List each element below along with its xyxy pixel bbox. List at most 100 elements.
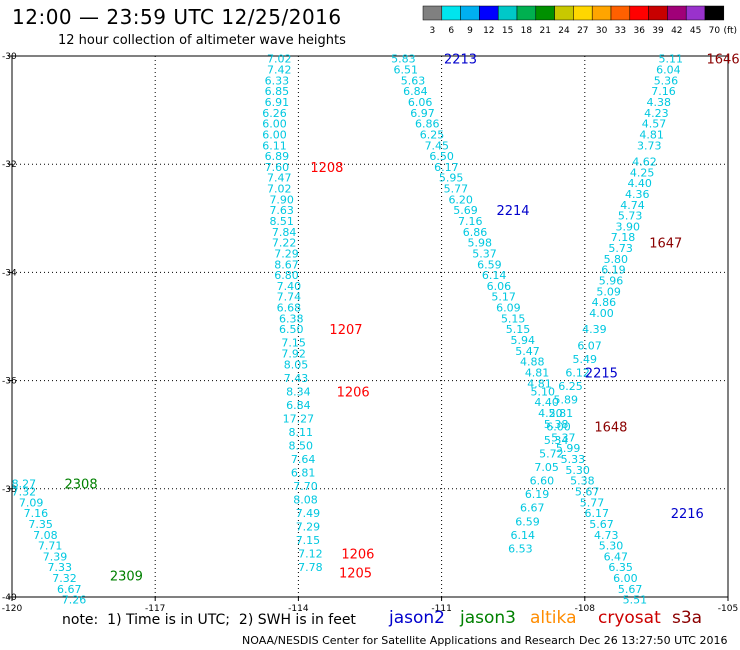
swh-value-point: 6.53 [508,542,533,555]
swh-value-point: 8.08 [293,494,318,507]
swh-value-point: 5.37 [551,431,576,444]
color-tick-label: 36 [633,26,645,36]
y-tick-label: -40 [2,593,17,603]
color-tick-label: 33 [615,26,626,36]
swh-value-point: 6.19 [525,488,550,501]
chart-subtitle: 12 hour collection of altimeter wave hei… [58,33,346,48]
pass-time-label: 1648 [594,421,627,436]
swh-value-point: 7.12 [298,548,323,561]
swh-value-point: 6.12 [565,366,590,379]
swh-value-point: 6.14 [482,269,507,282]
swh-value-point: 7.63 [269,204,294,217]
swh-value-point: 6.59 [477,258,502,271]
swh-value-point: 6.17 [584,507,609,520]
color-tick-label: 27 [577,26,588,36]
swh-value-point: 3.90 [616,220,641,233]
swh-value-point: 5.63 [401,74,426,87]
swh-value-point: 6.11 [262,139,287,152]
swh-value-point: 5.83 [391,53,416,66]
swh-value-point: 8.50 [289,440,314,453]
x-tick-label: -108 [575,604,596,614]
swh-value-point: 7.29 [296,521,321,534]
swh-value-point: 7.45 [425,139,450,152]
pass-time-label: 2308 [65,477,98,492]
swh-value-point: 7.35 [28,518,53,531]
swh-value-point: 7.90 [269,193,294,206]
swh-value-point: 7.02 [267,183,292,196]
swh-value-point: 6.06 [487,280,512,293]
swh-value-point: 5.94 [510,334,535,347]
pass-time-label: 2216 [671,507,704,522]
color-swatch [610,5,631,21]
pass-time-label: 2214 [496,204,529,219]
swh-value-point: 4.62 [632,155,657,168]
swh-value-point: 6.60 [530,475,555,488]
swh-value-point: 5.81 [549,407,574,420]
swh-value-point: 5.09 [596,285,621,298]
swh-value-point: 7.32 [12,486,37,499]
swh-value-point: 5.89 [553,394,578,407]
swh-value-point: 6.59 [515,515,540,528]
color-swatch [685,5,706,21]
swh-value-point: 6.50 [429,150,454,163]
swh-value-point: 4.38 [647,96,672,109]
swh-value-point: 6.07 [577,339,602,352]
swh-value-point: 4.00 [589,307,614,320]
swh-value-point: 5.38 [544,418,569,431]
swh-value-point: 7.16 [24,507,49,520]
swh-value-point: 4.81 [639,128,664,141]
y-tick-label: -38 [2,485,17,495]
credit-text: NOAA/NESDIS Center for Satellite Applica… [242,634,576,647]
swh-value-point: 4.74 [620,199,645,212]
swh-value-point: 5.11 [658,53,683,66]
color-swatch [479,5,499,21]
swh-value-point: 6.84 [286,399,311,412]
swh-value-point: 8.05 [284,358,309,371]
swh-value-point: 7.43 [284,372,309,385]
swh-value-point: 6.80 [274,269,299,282]
color-tick-label: 39 [652,26,664,36]
swh-value-point: 6.35 [608,561,633,574]
swh-value-point: 5.33 [561,453,586,466]
swh-value-point: 5.30 [565,464,590,477]
pass-time-label: 2309 [110,569,143,584]
swh-value-point: 6.38 [279,312,304,325]
color-swatch [441,5,461,21]
swh-value-point: 6.97 [410,107,435,120]
swh-value-point: 7.16 [651,85,676,98]
swh-value-point: 7.32 [52,572,77,585]
color-swatch [573,5,593,21]
color-tick-label: 70 [709,26,721,36]
color-tick-label: 15 [502,26,513,36]
swh-value-point: 7.47 [267,172,292,185]
pass-time-label: 1206 [337,385,370,400]
swh-value-point: 7.15 [296,534,321,547]
swh-value-point: 5.51 [623,594,648,607]
swh-value-point: 7.40 [277,280,302,293]
legend-jason2: jason2 [389,608,445,628]
swh-value-point: 7.29 [274,247,299,260]
y-tick-label: -34 [2,268,17,278]
pass-time-label: 1205 [339,567,372,582]
swh-value-point: 4.40 [627,177,652,190]
swh-value-point: 5.34 [544,434,569,447]
color-swatch [535,5,555,21]
swh-value-point: 4.40 [534,396,559,409]
color-swatch [667,5,687,21]
swh-value-point: 6.25 [558,380,583,393]
swh-value-point: 5.36 [654,74,679,87]
x-tick-label: -117 [145,604,165,614]
swh-value-point: 6.19 [601,264,626,277]
swh-value-point: 17.27 [283,412,315,425]
swh-value-point: 5.67 [575,486,600,499]
swh-value-point: 7.74 [277,291,302,304]
legend-jason3: jason3 [460,608,516,628]
swh-value-point: 8.67 [274,258,299,271]
swh-value-point: 4.39 [582,323,607,336]
swh-value-point: 6.09 [496,302,521,315]
swh-value-point: 6.68 [277,302,302,315]
swh-value-point: 6.00 [546,421,571,434]
pass-time-label: 1208 [310,161,343,176]
swh-value-point: 5.73 [618,210,643,223]
color-tick-label: 42 [671,26,682,36]
